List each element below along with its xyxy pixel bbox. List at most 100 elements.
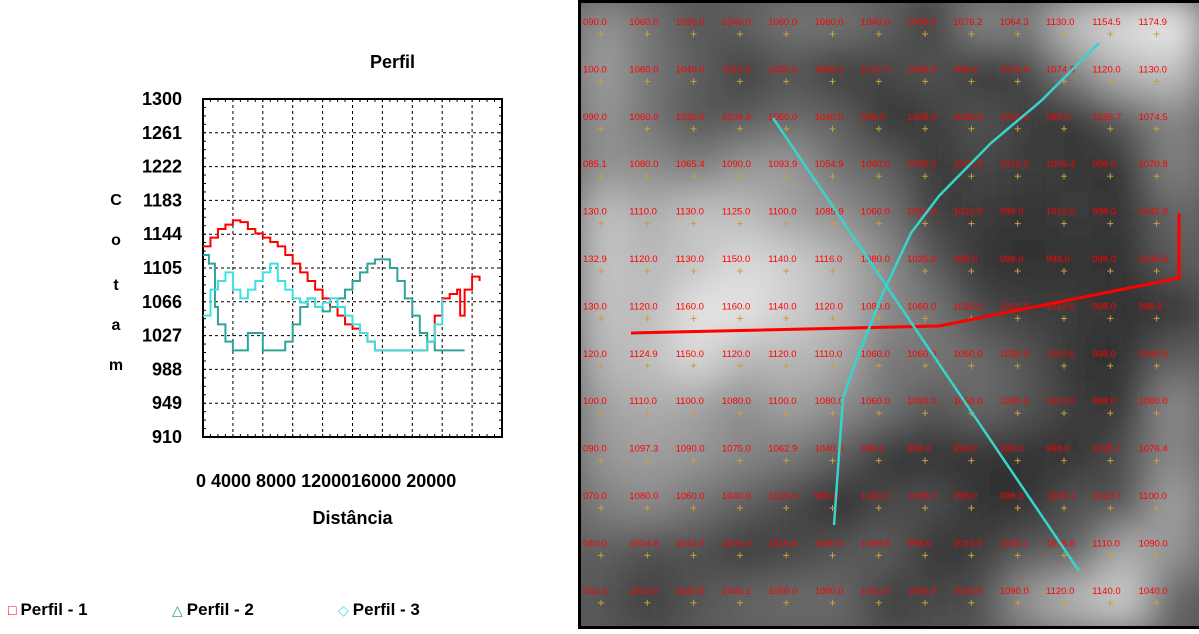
elevation-cell: [719, 382, 776, 439]
elevation-cell: [1099, 142, 1156, 199]
elevation-label: 1074.5: [1139, 112, 1168, 123]
elevation-label: 1010.0: [861, 586, 890, 597]
legend-item-perfil-1: □ Perfil - 1: [8, 600, 88, 620]
elevation-label: 1040.0: [861, 17, 890, 28]
elevation-label: 1040.0: [1139, 586, 1168, 597]
elevation-cell: [581, 94, 633, 151]
elevation-cell: [1052, 526, 1108, 583]
y-tick-label: 1222: [142, 157, 182, 177]
elevation-cell: [1052, 478, 1108, 535]
elevation-cell: [624, 142, 681, 199]
elevation-label: 1160.0: [722, 301, 750, 312]
elevation-cell: [814, 334, 871, 391]
elevation-cell: [719, 430, 776, 487]
elevation-label: 1080.0: [722, 396, 751, 407]
elevation-cell: [814, 46, 871, 103]
elevation-cell: [624, 334, 681, 391]
profile-chart-panel: Perfil 1300 1261 1222 1183 1144 1105 1066 1027 98…: [0, 0, 578, 629]
elevation-cell: [1099, 190, 1156, 247]
elevation-label: 1060.0: [861, 396, 890, 407]
elevation-cell: [767, 334, 823, 391]
elevation-cell: [814, 286, 871, 343]
elevation-label: 1064.3: [1000, 17, 1029, 28]
elevation-label: 1070.8: [1139, 159, 1168, 170]
elevation-cell: [862, 430, 918, 487]
elevation-cell: [1147, 478, 1199, 535]
elevation-cell: [1004, 46, 1061, 103]
elevation-label: 1060.0: [676, 491, 705, 502]
elevation-label: 1090.0: [722, 159, 751, 170]
elevation-cell: [767, 430, 823, 487]
elevation-cell: [581, 190, 633, 247]
elevation-cell: [1052, 94, 1108, 151]
elevation-cell: [1052, 574, 1108, 626]
elevation-cell: [1099, 574, 1156, 626]
elevation-label: 1060.0: [629, 112, 658, 123]
elevation-cell: [1004, 334, 1061, 391]
elevation-cell: [814, 478, 871, 535]
elevation-label: 090.0: [583, 444, 607, 455]
elevation-cell: [624, 430, 681, 487]
elevation-cell: [1099, 334, 1156, 391]
y-axis-label-char: t: [113, 277, 119, 294]
elevation-cell: [767, 46, 823, 103]
elevation-label: 1035.6: [1139, 254, 1168, 265]
elevation-cell: [719, 574, 776, 626]
elevation-label: 1030.0: [1000, 349, 1029, 360]
elevation-cell: [672, 526, 728, 583]
y-tick-label: 949: [152, 393, 182, 413]
elevation-map[interactable]: 090.0 1060.0 1030.0 1040.0 1060.0 1060.0 1040.…: [581, 3, 1199, 626]
elevation-label: 1010.0: [722, 64, 751, 75]
elevation-label: 1060.9: [907, 349, 936, 360]
elevation-label: 070.0: [583, 491, 607, 502]
elevation-label: 1040.0: [722, 491, 751, 502]
elevation-label: 1018.0: [953, 159, 982, 170]
elevation-label: 998.0: [1092, 159, 1116, 170]
elevation-label: 1010.0: [907, 207, 936, 218]
elevation-cell: [672, 46, 728, 103]
elevation-label: 1024.6: [953, 586, 982, 597]
elevation-cell: [909, 238, 966, 295]
elevation-cell: [624, 46, 681, 103]
elevation-label: 120.0: [583, 349, 607, 360]
elevation-cell: [672, 478, 728, 535]
elevation-label: 1085.9: [815, 207, 844, 218]
elevation-label: 1034.9: [722, 112, 751, 123]
elevation-cell: [909, 526, 966, 583]
elevation-cell: [672, 334, 728, 391]
elevation-label: 1076.4: [1139, 444, 1168, 455]
elevation-cell: [1052, 334, 1108, 391]
square-marker-icon: □: [8, 602, 17, 618]
elevation-label: 1040.0: [1139, 349, 1168, 360]
series-line-3: [203, 262, 444, 352]
elevation-label: 1100.0: [1139, 491, 1167, 502]
elevation-cell: [581, 142, 633, 199]
elevation-cell: [624, 574, 681, 626]
profile-line-2: [832, 42, 1100, 526]
elevation-cell: [862, 382, 918, 439]
elevation-cell: [767, 526, 823, 583]
elevation-label: 1140.0: [1092, 586, 1120, 597]
elevation-label: 1050.0: [768, 586, 797, 597]
elevation-cell: [581, 238, 633, 295]
elevation-cell: [862, 526, 918, 583]
elevation-cell: [1147, 574, 1199, 626]
elevation-label: 998.0: [1092, 301, 1116, 312]
elevation-cell: [581, 286, 633, 343]
elevation-label: 1010.0: [629, 586, 658, 597]
elevation-label: 1060.0: [907, 301, 936, 312]
elevation-label: 1015.0: [1000, 64, 1029, 75]
elevation-cell: [1147, 334, 1199, 391]
elevation-label: 1120.0: [815, 301, 843, 312]
elevation-label: 1005.9: [907, 17, 936, 28]
elevation-label: 1015.4: [768, 538, 797, 549]
elevation-cell: [862, 238, 918, 295]
elevation-cell: [862, 478, 918, 535]
elevation-label: 1040.0: [722, 17, 751, 28]
elevation-label: 1033.1: [1000, 538, 1029, 549]
y-tick-label: 1300: [142, 89, 182, 109]
elevation-shading: [581, 3, 1199, 626]
elevation-cell: [909, 46, 966, 103]
elevation-label: 1010.0: [953, 207, 982, 218]
elevation-cell: [719, 286, 776, 343]
